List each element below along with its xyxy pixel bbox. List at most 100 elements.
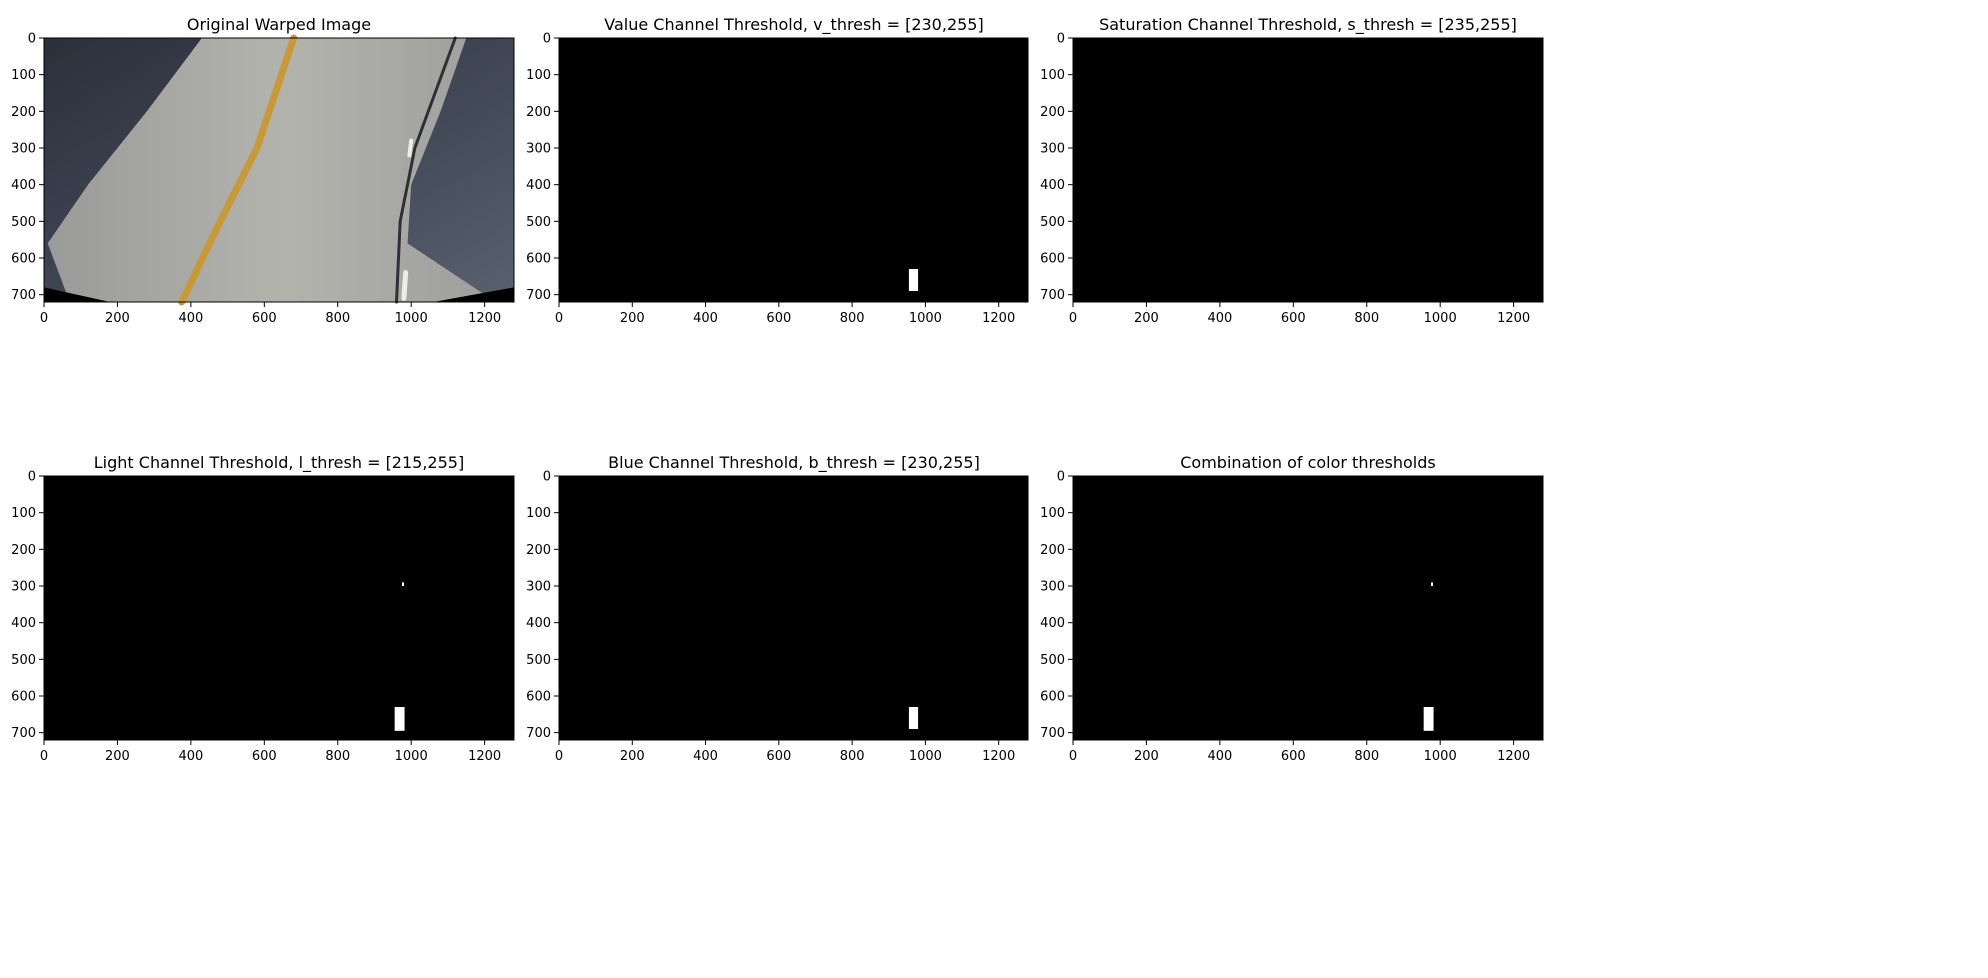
panel-title: Blue Channel Threshold, b_thresh = [230,… — [608, 453, 980, 473]
warp-corner-right — [433, 287, 514, 302]
y-tick-label: 0 — [1057, 32, 1065, 47]
y-tick-label: 300 — [526, 580, 551, 595]
x-tick-label: 600 — [766, 749, 791, 764]
road-surface — [47, 38, 514, 302]
y-tick-label: 200 — [11, 105, 36, 120]
y-tick-label: 0 — [543, 32, 551, 47]
binary-image-background — [1073, 476, 1543, 740]
axes-frame — [558, 37, 1029, 303]
panel-original: Original Warped Image 0 200 400 600 800 1000 1… — [11, 15, 515, 326]
x-tick-label: 600 — [252, 311, 277, 326]
y-tick-label: 500 — [11, 653, 36, 668]
panel-title: Value Channel Threshold, v_thresh = [230… — [604, 15, 983, 35]
y-tick-label: 100 — [526, 68, 551, 83]
axes-value: 0 200 400 600 800 1000 1200 0 100 200 300 400 500 600… — [526, 32, 1029, 326]
y-tick-label: 400 — [526, 178, 551, 193]
x-tick-label: 1000 — [1424, 749, 1457, 764]
x-tick-label: 1200 — [982, 749, 1015, 764]
x-tick-label: 800 — [1354, 749, 1379, 764]
y-tick-label: 100 — [526, 506, 551, 521]
white-pixel-region — [394, 707, 405, 731]
x-tick-label: 800 — [1354, 311, 1379, 326]
road-crack — [395, 36, 457, 304]
axes-frame — [1072, 37, 1544, 303]
panel-title: Combination of color thresholds — [1180, 453, 1436, 472]
y-tick-label: 600 — [526, 252, 551, 267]
x-tick-label: 0 — [40, 749, 48, 764]
y-tick-label: 600 — [1040, 690, 1065, 705]
x-tick-label: 1000 — [395, 749, 428, 764]
y-tick-label: 300 — [526, 142, 551, 157]
y-tick-label: 300 — [1040, 142, 1065, 157]
x-tick-label: 1200 — [468, 311, 501, 326]
x-tick-label: 600 — [252, 749, 277, 764]
y-tick-label: 500 — [11, 215, 36, 230]
y-tick-label: 700 — [1040, 726, 1065, 741]
y-tick-label: 300 — [1040, 580, 1065, 595]
panel-title: Light Channel Threshold, l_thresh = [215… — [94, 453, 464, 473]
y-tick-label: 0 — [28, 32, 36, 47]
y-tick-label: 200 — [1040, 105, 1065, 120]
y-tick-label: 500 — [1040, 653, 1065, 668]
x-tick-label: 1200 — [468, 749, 501, 764]
x-tick-label: 200 — [1134, 749, 1159, 764]
x-tick-label: 600 — [766, 311, 791, 326]
binary-image-background — [1073, 38, 1543, 302]
axes-frame — [1072, 475, 1544, 741]
y-tick-label: 100 — [1040, 68, 1065, 83]
x-tick-label: 400 — [693, 311, 718, 326]
y-tick-label: 400 — [11, 616, 36, 631]
panel-title: Saturation Channel Threshold, s_thresh =… — [1099, 15, 1517, 35]
x-tick-label: 1200 — [1497, 749, 1530, 764]
y-tick-label: 600 — [526, 690, 551, 705]
x-tick-label: 200 — [620, 749, 645, 764]
panel-title: Original Warped Image — [187, 15, 371, 34]
y-tick-label: 400 — [526, 616, 551, 631]
x-tick-label: 1000 — [395, 311, 428, 326]
y-tick-label: 200 — [526, 105, 551, 120]
panel-saturation: Saturation Channel Threshold, s_thresh =… — [1040, 15, 1544, 326]
y-tick-label: 600 — [11, 690, 36, 705]
y-tick-label: 300 — [11, 580, 36, 595]
y-tick-label: 100 — [1040, 506, 1065, 521]
x-tick-label: 0 — [1069, 749, 1077, 764]
axes-frame — [43, 37, 515, 303]
white-pixel-region — [1423, 707, 1434, 731]
x-tick-label: 800 — [840, 311, 865, 326]
y-tick-label: 300 — [11, 142, 36, 157]
x-tick-label: 400 — [1207, 311, 1232, 326]
x-tick-label: 200 — [1134, 311, 1159, 326]
y-tick-label: 0 — [1057, 470, 1065, 485]
y-tick-label: 0 — [28, 470, 36, 485]
y-tick-label: 400 — [1040, 616, 1065, 631]
x-tick-label: 1200 — [1497, 311, 1530, 326]
panel-combined: Combination of color thresholds 0 200 400 6… — [1040, 453, 1544, 764]
y-tick-label: 500 — [526, 653, 551, 668]
y-tick-label: 500 — [526, 215, 551, 230]
yellow-lane-line — [178, 34, 298, 306]
y-tick-label: 700 — [526, 726, 551, 741]
white-pixel-region — [908, 269, 919, 291]
warp-corner-left — [44, 287, 111, 302]
x-tick-label: 800 — [325, 749, 350, 764]
x-tick-label: 200 — [105, 311, 130, 326]
x-tick-label: 200 — [620, 311, 645, 326]
y-tick-label: 0 — [543, 470, 551, 485]
x-tick-label: 400 — [178, 749, 203, 764]
x-tick-label: 0 — [555, 311, 563, 326]
white-pixel-region — [402, 582, 405, 586]
panel-blue: Blue Channel Threshold, b_thresh = [230,… — [526, 453, 1029, 764]
binary-image-background — [44, 476, 514, 740]
x-tick-label: 1000 — [909, 311, 942, 326]
axes-original: 0 200 400 600 800 1000 1200 0 100 200 300 400 500 600… — [11, 32, 515, 326]
axes-light: 0 200 400 600 800 1000 1200 0 100 200 300 400 500 600… — [11, 470, 515, 764]
x-tick-label: 0 — [555, 749, 563, 764]
y-tick-label: 600 — [11, 252, 36, 267]
y-tick-label: 200 — [526, 543, 551, 558]
y-tick-label: 600 — [1040, 252, 1065, 267]
x-tick-label: 0 — [1069, 311, 1077, 326]
white-pixel-region — [908, 707, 919, 729]
y-tick-label: 700 — [11, 288, 36, 303]
x-tick-label: 200 — [105, 749, 130, 764]
axes-frame — [43, 475, 515, 741]
